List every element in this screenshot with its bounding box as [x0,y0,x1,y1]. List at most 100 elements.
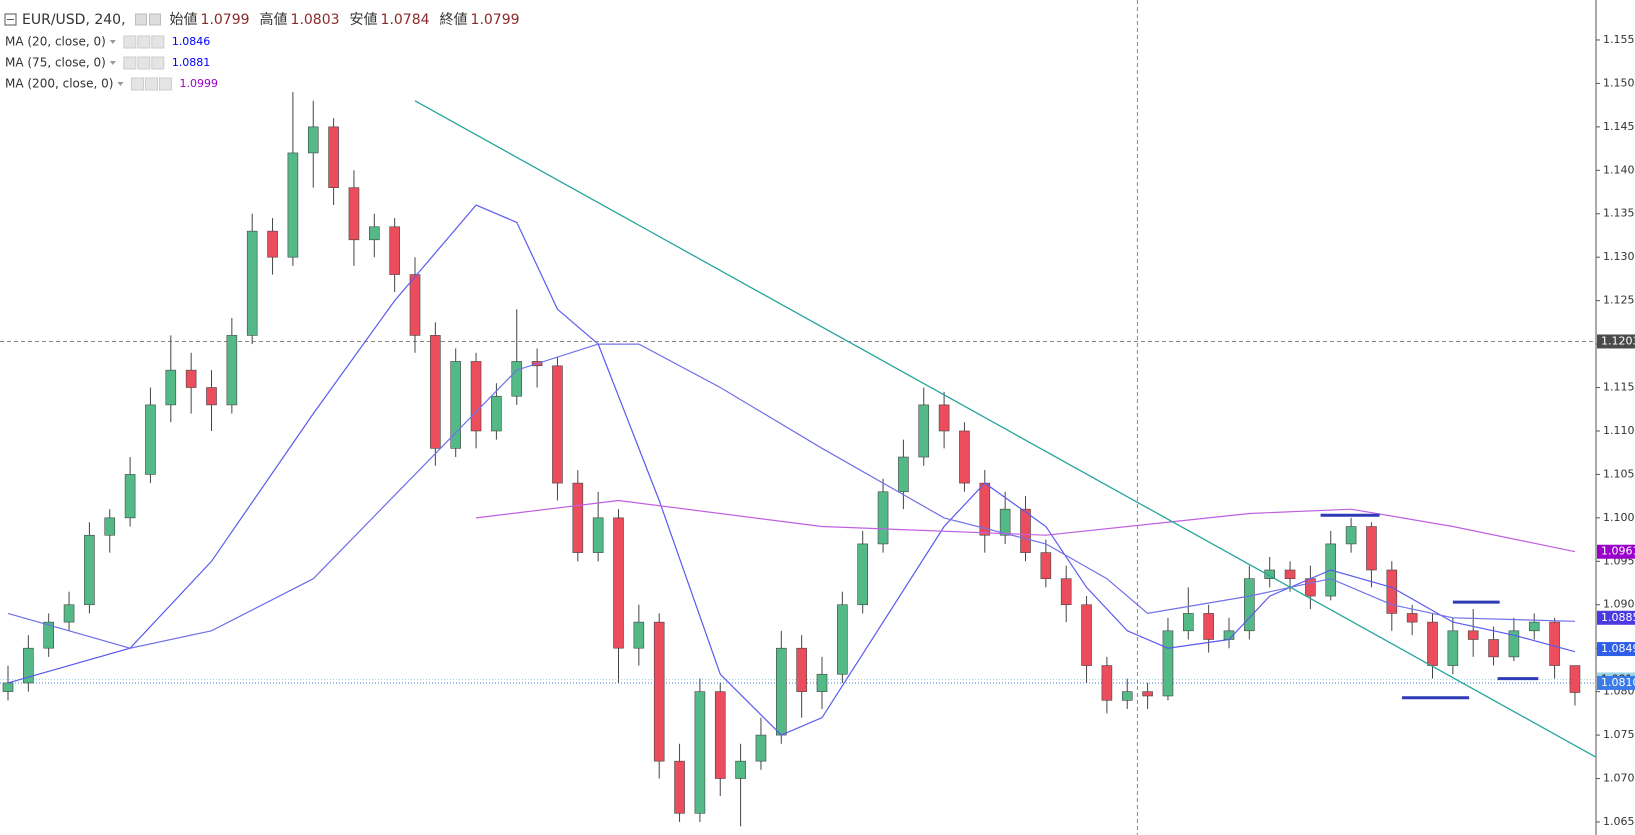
y-tick-label: 1.1350 [1603,207,1635,220]
ma-line [7,343,1576,649]
candle-body [1060,578,1072,606]
legend-name: MA (20, close, 0) [5,35,106,49]
legend-icon[interactable] [137,56,151,70]
price-label-bg [1597,334,1635,349]
candle-body [1264,569,1275,579]
ma-line [476,499,1576,553]
candle-body [1081,604,1092,666]
settings-icon[interactable] [135,13,148,26]
candle-body [511,361,523,397]
y-tick-label: 1.0750 [1603,728,1635,741]
candle-body [287,152,299,258]
ohlc-label: 安値 [350,12,378,28]
candle-body [389,226,400,275]
legend-dropdown[interactable] [109,61,116,65]
ma-line [7,204,1576,736]
candle-body [145,404,156,475]
settings-icon[interactable] [149,13,162,26]
candle-body [307,126,319,154]
candle-body [552,365,563,484]
candle-body [1142,691,1153,697]
price-label-bg [1597,642,1635,657]
legend-dropdown[interactable] [109,40,116,44]
candle-body [877,491,889,545]
legend-icon[interactable] [151,56,165,70]
candle-body [653,621,665,762]
legend-icon[interactable] [144,77,158,91]
candle-body [246,230,258,336]
legend-value: 1.0881 [172,56,211,69]
collapse-toggle[interactable] [4,13,17,26]
candle-body [938,404,950,432]
candle-body [1345,526,1357,545]
candle-body [1569,665,1581,693]
price-label: 1.0810 [1601,676,1635,689]
candle-body [918,404,930,458]
candle-body [1386,569,1398,614]
candle-body [1183,613,1194,632]
y-tick-label: 1.1300 [1603,250,1635,263]
legend-value: 1.0846 [172,35,211,48]
candle-body [165,369,177,406]
y-tick-label: 1.1400 [1603,163,1635,176]
y-tick-label: 1.1450 [1603,120,1635,133]
legend-icon[interactable] [123,35,137,49]
y-tick-label: 1.1250 [1603,294,1635,307]
candle-body [1203,613,1214,640]
candle-body [1447,630,1459,666]
candle-body [2,682,14,692]
legend-icon[interactable] [158,77,172,91]
candle-body [1284,569,1296,579]
y-tick-label: 1.1150 [1603,381,1635,394]
candle-body [1508,630,1520,658]
candle-body [43,621,55,649]
legend-icon[interactable] [151,35,165,49]
candle-body [674,760,685,814]
candle-body [206,387,217,406]
candle-body [430,335,441,449]
candle-body [1020,508,1031,553]
candle-body [1467,630,1479,640]
legend-icon[interactable] [130,77,144,91]
y-tick-label: 1.1500 [1603,76,1635,89]
candle-body [124,474,136,519]
candle-body [84,534,95,606]
candle-body [185,369,197,388]
candle-body [23,647,34,684]
candle-body [1488,639,1499,658]
legend-icon[interactable] [137,35,151,49]
candle-body [1305,578,1316,597]
trendline [414,100,1596,758]
y-tick-label: 1.0700 [1603,772,1635,785]
candle-body [267,230,278,258]
candle-body [1101,665,1113,701]
candle-body [1121,691,1133,701]
candle-body [816,673,828,692]
candle-body [1366,526,1377,571]
candle-body [694,691,706,814]
candle-body [755,734,767,762]
ohlc-value: 1.0803 [291,12,340,28]
candle-body [491,395,502,432]
candle-body [633,621,645,649]
candle-body [572,482,584,553]
candle-body [1040,552,1052,579]
candle-body [857,543,869,606]
candle-body [1427,621,1438,666]
candle-body [1528,621,1540,632]
symbol: EUR/USD, 240, [22,12,126,28]
candle-body [796,647,807,692]
candle-body [898,456,909,493]
candle-body [1162,630,1174,697]
y-tick-label: 1.1100 [1603,424,1635,437]
candle-body [714,691,726,779]
candle-body [328,126,339,188]
price-label: 1.0849 [1601,642,1635,655]
legend-value: 1.0999 [179,77,218,90]
legend-dropdown[interactable] [117,82,124,86]
candle-body [959,430,970,484]
legend-icon[interactable] [123,56,137,70]
price-label-bg [1597,675,1635,690]
